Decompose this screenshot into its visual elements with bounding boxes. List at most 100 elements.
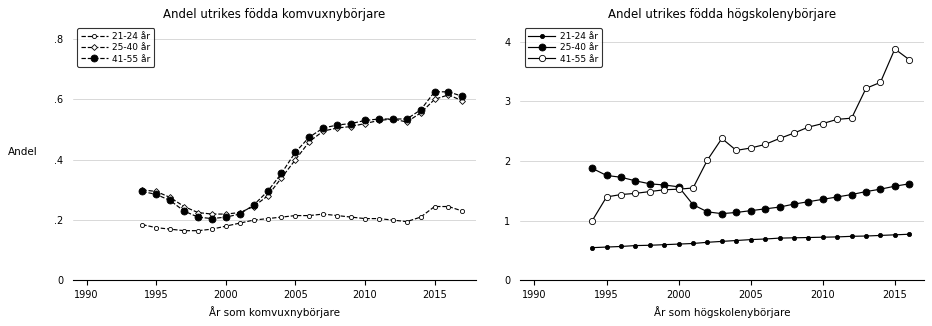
- 25-40 år: [889, 184, 900, 188]
- 21-24 år: [817, 235, 829, 239]
- 41-55 år: [346, 122, 357, 126]
- 41-55 år: [248, 203, 259, 207]
- Line: 21-24 år: 21-24 år: [590, 232, 911, 250]
- 21-24 år: [673, 242, 684, 246]
- 41-55 år: [717, 137, 728, 141]
- 25-40 år: [644, 182, 655, 186]
- 25-40 år: [630, 179, 641, 183]
- 25-40 år: [774, 205, 785, 209]
- 21-24 år: [415, 215, 426, 219]
- 25-40 år: [415, 111, 426, 115]
- 21-24 år: [802, 236, 814, 240]
- 41-55 år: [276, 171, 287, 175]
- 21-24 år: [615, 244, 626, 248]
- 21-24 år: [831, 235, 843, 239]
- 25-40 år: [360, 122, 371, 126]
- 21-24 år: [846, 234, 857, 238]
- 21-24 år: [774, 236, 785, 240]
- 25-40 år: [904, 182, 915, 186]
- 25-40 år: [151, 189, 162, 193]
- 21-24 år: [702, 240, 713, 244]
- 25-40 år: [831, 195, 843, 199]
- 41-55 år: [889, 47, 900, 51]
- Line: 41-55 år: 41-55 år: [589, 46, 912, 224]
- 41-55 år: [304, 135, 315, 139]
- 41-55 år: [234, 212, 245, 216]
- 41-55 år: [206, 217, 217, 221]
- 21-24 år: [179, 229, 190, 233]
- 25-40 år: [332, 126, 343, 130]
- X-axis label: År som högskolenybörjare: År som högskolenybörjare: [653, 306, 790, 318]
- 21-24 år: [731, 239, 742, 243]
- 41-55 år: [731, 148, 742, 152]
- 21-24 år: [630, 244, 641, 247]
- 21-24 år: [387, 218, 398, 222]
- 41-55 år: [586, 219, 597, 223]
- 21-24 år: [688, 242, 699, 245]
- 41-55 år: [262, 189, 273, 193]
- 21-24 år: [374, 217, 385, 221]
- 21-24 år: [276, 215, 287, 219]
- 41-55 år: [774, 137, 785, 141]
- 41-55 år: [702, 158, 713, 162]
- 41-55 år: [788, 131, 800, 135]
- Line: 25-40 år: 25-40 år: [140, 93, 464, 216]
- 41-55 år: [659, 188, 670, 192]
- 41-55 år: [401, 117, 412, 121]
- 41-55 år: [220, 215, 231, 219]
- 25-40 år: [717, 212, 728, 215]
- Title: Andel utrikes födda högskolenybörjare: Andel utrikes födda högskolenybörjare: [608, 8, 836, 21]
- 21-24 år: [586, 246, 597, 250]
- 21-24 år: [889, 233, 900, 237]
- 41-55 år: [904, 58, 915, 62]
- Y-axis label: Andel: Andel: [8, 147, 38, 157]
- 25-40 år: [760, 207, 771, 211]
- 41-55 år: [137, 189, 148, 193]
- 25-40 år: [457, 99, 468, 103]
- 21-24 år: [443, 205, 454, 209]
- 25-40 år: [165, 196, 176, 200]
- 41-55 år: [615, 193, 626, 197]
- 25-40 år: [688, 203, 699, 207]
- 41-55 år: [760, 142, 771, 146]
- 25-40 år: [276, 176, 287, 180]
- 21-24 år: [206, 227, 217, 231]
- 21-24 år: [192, 229, 203, 233]
- 41-55 år: [630, 191, 641, 195]
- 41-55 år: [817, 122, 829, 126]
- 25-40 år: [443, 93, 454, 97]
- 25-40 år: [179, 205, 190, 209]
- 21-24 år: [248, 218, 259, 222]
- 21-24 år: [644, 243, 655, 247]
- 41-55 år: [165, 199, 176, 202]
- 25-40 år: [731, 211, 742, 215]
- 25-40 år: [290, 158, 301, 162]
- 21-24 år: [601, 245, 612, 249]
- 25-40 år: [374, 119, 385, 123]
- 21-24 år: [290, 214, 301, 217]
- 21-24 år: [151, 226, 162, 230]
- 41-55 år: [601, 195, 612, 199]
- 21-24 år: [659, 243, 670, 247]
- 21-24 år: [788, 236, 800, 240]
- 25-40 år: [346, 125, 357, 128]
- 21-24 år: [332, 214, 343, 217]
- 41-55 år: [802, 125, 814, 129]
- 25-40 år: [817, 197, 829, 201]
- Title: Andel utrikes födda komvuxnybörjare: Andel utrikes födda komvuxnybörjare: [163, 8, 386, 21]
- 25-40 år: [615, 175, 626, 179]
- Legend: 21-24 år, 25-40 år, 41-55 år: 21-24 år, 25-40 år, 41-55 år: [77, 28, 155, 67]
- 25-40 år: [659, 183, 670, 187]
- 25-40 år: [601, 173, 612, 177]
- 41-55 år: [860, 86, 871, 90]
- 21-24 år: [137, 223, 148, 227]
- 25-40 år: [586, 166, 597, 170]
- 21-24 år: [220, 224, 231, 228]
- 21-24 år: [760, 237, 771, 241]
- 25-40 år: [234, 211, 245, 215]
- 21-24 år: [318, 212, 329, 216]
- 25-40 år: [429, 97, 440, 101]
- 21-24 år: [875, 233, 886, 237]
- 25-40 år: [875, 187, 886, 191]
- 25-40 år: [860, 190, 871, 194]
